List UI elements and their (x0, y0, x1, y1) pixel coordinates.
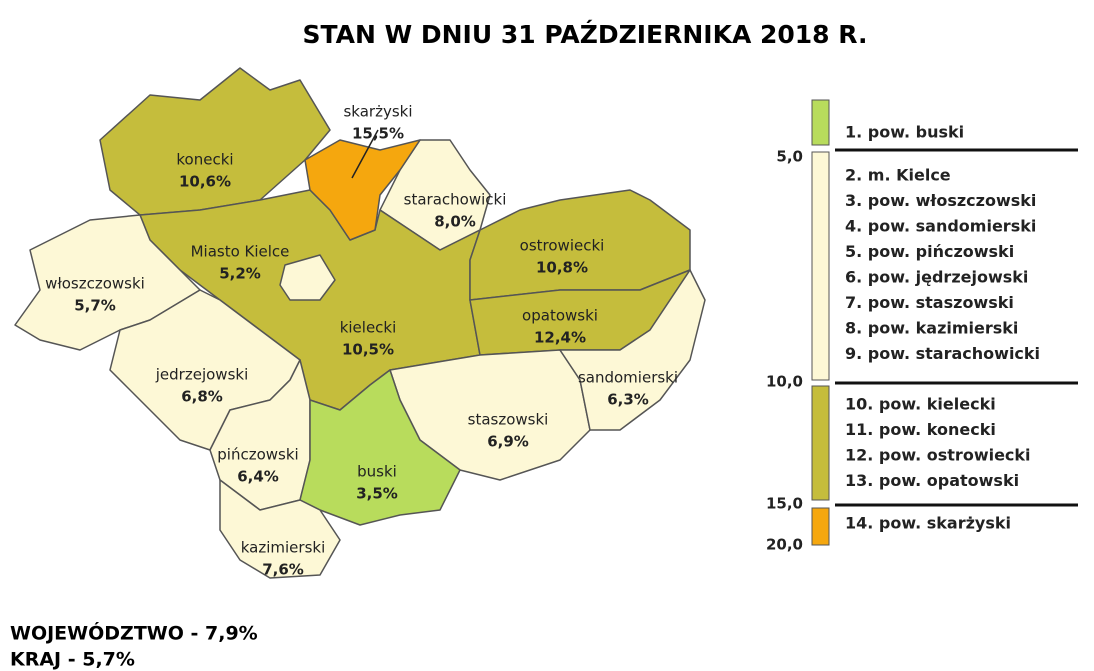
region-name: buski (357, 463, 397, 481)
region-value: 5,2% (219, 265, 261, 283)
legend-item: 11. pow. konecki (845, 420, 996, 439)
region-value: 5,7% (74, 297, 116, 315)
region-name: Miasto Kielce (191, 243, 290, 261)
region-value: 12,4% (534, 329, 586, 347)
legend-break: 20,0 (766, 536, 803, 554)
legend-swatch (811, 385, 830, 501)
legend-item: 4. pow. sandomierski (845, 217, 1036, 236)
region-labels: konecki 10,6% skarżyski 15,5% starachowicki 8… (45, 103, 678, 579)
legend-break: 15,0 (766, 495, 803, 513)
region-name: kazimierski (241, 539, 326, 557)
legend-item: 2. m. Kielce (845, 166, 951, 185)
leader-line (351, 129, 379, 179)
region-name: sandomierski (578, 369, 678, 387)
region-name: konecki (176, 151, 233, 169)
legend: 1. pow. buski 2. m. Kielce 3. pow. włoszcz… (766, 99, 1078, 554)
region-name: staszowski (468, 411, 549, 429)
region-value: 15,5% (352, 125, 404, 143)
legend-swatch (811, 507, 830, 546)
region-value: 6,9% (487, 433, 529, 451)
region-value: 10,5% (342, 341, 394, 359)
region-name: pińczowski (217, 446, 298, 464)
region-value: 8,0% (434, 213, 476, 231)
region (304, 139, 421, 241)
legend-item: 12. pow. ostrowiecki (845, 446, 1031, 465)
region-value: 10,6% (179, 173, 231, 191)
legend-item: 8. pow. kazimierski (845, 319, 1018, 338)
legend-item: 14. pow. skarżyski (845, 514, 1011, 533)
region-value: 3,5% (356, 485, 398, 503)
region (219, 479, 341, 579)
legend-item: 13. pow. opatowski (845, 471, 1019, 490)
region-name: starachowicki (404, 191, 507, 209)
region-name: ostrowiecki (520, 237, 605, 255)
legend-item: 7. pow. staszowski (845, 293, 1014, 312)
region (559, 269, 706, 431)
footer-line: KRAJ - 5,7% (10, 649, 135, 671)
legend-swatch (811, 99, 830, 146)
legend-item: 6. pow. jędrzejowski (845, 268, 1028, 287)
region-value: 6,8% (181, 388, 223, 406)
map (14, 67, 706, 579)
region-value: 6,3% (607, 391, 649, 409)
region-name: opatowski (522, 307, 598, 325)
legend-item: 1. pow. buski (845, 123, 964, 142)
region-name: jedrzejowski (155, 366, 248, 384)
legend-break: 10,0 (766, 373, 803, 391)
region-name: kielecki (340, 319, 397, 337)
region-name: skarżyski (343, 103, 412, 121)
legend-item: 9. pow. starachowicki (845, 344, 1040, 363)
legend-item: 10. pow. kielecki (845, 395, 996, 414)
region (279, 254, 336, 301)
legend-break: 5,0 (776, 148, 803, 166)
legend-item: 5. pow. pińczowski (845, 242, 1014, 261)
region-value: 10,8% (536, 259, 588, 277)
region-value: 6,4% (237, 468, 279, 486)
title: STAN W DNIU 31 PAŹDZIERNIKA 2018 R. (302, 20, 867, 49)
legend-swatch (811, 151, 830, 381)
region (469, 189, 691, 301)
footer-line: WOJEWÓDZTWO - 7,9% (10, 621, 258, 645)
region-value: 7,6% (262, 561, 304, 579)
region-name: włoszczowski (45, 275, 145, 293)
legend-item: 3. pow. włoszczowski (845, 191, 1036, 210)
